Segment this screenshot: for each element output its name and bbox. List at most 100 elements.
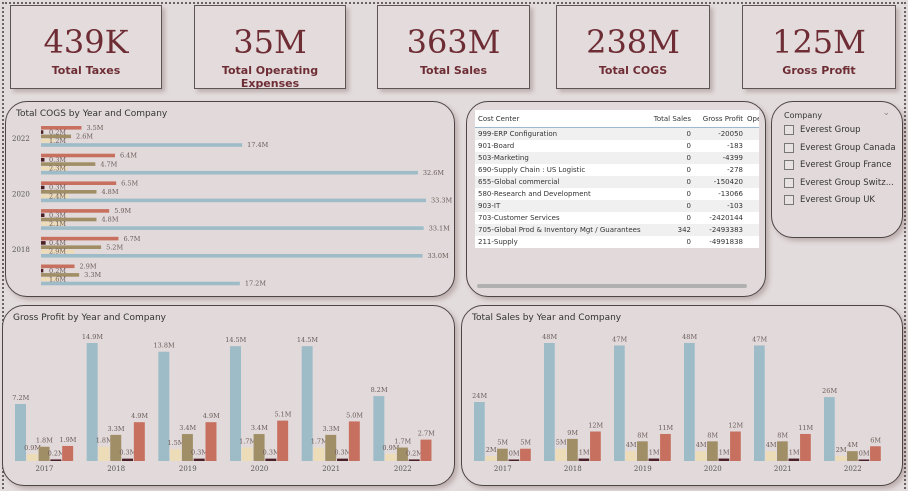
table-row[interactable]: 503-Marketing 0 -4399 — [475, 152, 759, 164]
gross-profit-chart-panel[interactable]: Gross Profit by Year and Company 7.2M 0.9… — [2, 305, 455, 486]
cell-gross-profit: -13066 — [718, 190, 743, 198]
data-label: 0.3M — [334, 449, 351, 457]
slicer-item[interactable]: Everest Group — [784, 125, 861, 135]
bar — [41, 158, 45, 162]
data-label: 0.2M — [48, 449, 65, 457]
cell-gross-profit: -20050 — [718, 130, 743, 138]
bar — [41, 143, 243, 147]
data-label: 1M — [719, 449, 730, 457]
bar — [41, 170, 418, 175]
data-label: 1.5M — [167, 439, 184, 447]
column — [122, 458, 134, 461]
data-label: 7.2M — [12, 394, 29, 402]
slicer-item[interactable]: Everest Group France — [784, 160, 891, 170]
slicer-item-label: Everest Group — [800, 125, 861, 135]
column — [133, 422, 145, 461]
data-label: 4M — [766, 441, 777, 449]
bar — [41, 273, 80, 277]
data-label: 2.4M — [49, 192, 66, 200]
cell-total-sales: 0 — [686, 178, 691, 186]
data-label: 0.2M — [406, 449, 423, 457]
data-label: 1.8M — [36, 437, 53, 445]
bar — [41, 190, 97, 194]
column — [474, 402, 485, 461]
cost-center-table-panel[interactable]: Cost Center Total Sales Gross Profit Ope… — [466, 101, 766, 297]
data-label: 2M — [836, 446, 847, 454]
cogs-chart-panel[interactable]: Total COGS by Year and Company 2022 3.5M 0… — [5, 101, 455, 297]
data-label: 26M — [822, 387, 837, 395]
data-label: 4M — [626, 441, 637, 449]
slicer-item-label: Everest Group UK — [800, 195, 876, 205]
header-gross-profit[interactable]: Gross Profit — [702, 114, 743, 123]
column — [277, 420, 289, 461]
table-row[interactable]: 211-Supply 0 -4991838 — [475, 236, 759, 248]
horizontal-scrollbar[interactable] — [477, 284, 747, 288]
header-operating[interactable]: Ope — [747, 114, 759, 123]
slicer-item[interactable]: Everest Group UK — [784, 195, 875, 205]
kpi-label: Total COGS — [598, 64, 668, 77]
table-row[interactable]: 703-Customer Services 0 -2420144 — [475, 212, 759, 224]
chevron-down-icon[interactable]: ⌄ — [882, 108, 890, 118]
table-row[interactable]: 580-Research and Development 0 -13066 — [475, 188, 759, 200]
data-label: 5.9M — [114, 207, 131, 215]
column — [38, 446, 50, 461]
slicer-item[interactable]: Everest Group Switz... — [784, 177, 894, 188]
total-sales-column-chart: 24M2M5M0M5M201748M5M9M1M12M201847M4M8M1M… — [472, 333, 881, 473]
column — [497, 448, 508, 461]
data-label: 2.9M — [49, 248, 66, 256]
table-row[interactable]: 655-Global commercial 0 -150420 — [475, 176, 759, 188]
table-row[interactable]: 901-Board 0 -183 — [475, 140, 759, 152]
x-tick-label: 2019 — [634, 465, 652, 473]
slicer-title: Company — [784, 111, 823, 120]
column — [660, 433, 671, 461]
bar — [41, 162, 96, 166]
checkbox[interactable] — [784, 160, 794, 170]
data-label: 14.9M — [82, 333, 103, 341]
y-tick-label: 2018 — [12, 246, 30, 254]
cell-cost-center: 901-Board — [478, 142, 515, 150]
checkbox[interactable] — [784, 125, 794, 135]
data-label: 0.3M — [119, 449, 136, 457]
cell-cost-center: 211-Supply — [478, 238, 518, 246]
data-label: 0.3M — [49, 211, 66, 219]
data-label: 17.4M — [247, 141, 268, 149]
total-sales-chart-panel[interactable]: Total Sales by Year and Company 24M 2M 5M 0… — [461, 305, 903, 486]
column — [870, 446, 881, 461]
column — [765, 451, 777, 461]
header-total-sales[interactable]: Total Sales — [653, 114, 691, 123]
cell-gross-profit: -4991838 — [709, 238, 743, 246]
column — [847, 451, 858, 461]
data-label: 12M — [728, 422, 743, 430]
x-tick-label: 2019 — [179, 465, 197, 473]
slicer-item-label: Everest Group Canada — [800, 142, 896, 153]
table-row[interactable]: 999-ERP Configuration 0 -20050 — [475, 128, 759, 140]
checkbox[interactable] — [784, 142, 794, 153]
x-tick-label: 2020 — [704, 465, 722, 473]
checkbox[interactable] — [784, 177, 794, 188]
data-label: 47M — [752, 335, 767, 343]
kpi-value: 125M — [772, 23, 866, 61]
column — [648, 458, 660, 461]
kpi-card: 363M Total Sales — [377, 5, 530, 89]
data-label: 3.3M — [323, 425, 340, 433]
table-row[interactable]: 903-IT 0 -103 — [475, 200, 759, 212]
checkbox[interactable] — [784, 195, 794, 205]
data-label: 1M — [789, 449, 800, 457]
column — [508, 459, 520, 461]
table-row[interactable]: 705-Global Prod & Inventory Mgt / Guaran… — [475, 224, 759, 236]
data-label: 17.2M — [245, 280, 266, 288]
bar — [41, 236, 119, 241]
data-label: 4.8M — [101, 216, 118, 224]
data-label: 0M — [509, 450, 520, 458]
bar — [41, 217, 97, 222]
data-label: 3.3M — [84, 271, 101, 279]
column — [110, 434, 122, 461]
bar — [41, 194, 69, 198]
header-cost-center[interactable]: Cost Center — [478, 114, 520, 123]
cell-total-sales: 0 — [686, 166, 691, 174]
x-tick-label: 2017 — [36, 465, 54, 473]
table-row[interactable]: 690-Supply Chain : US Logistic 0 -278 — [475, 164, 759, 176]
slicer-item[interactable]: Everest Group Canada — [784, 142, 896, 153]
cell-total-sales: 342 — [677, 226, 691, 234]
bar — [41, 213, 45, 217]
